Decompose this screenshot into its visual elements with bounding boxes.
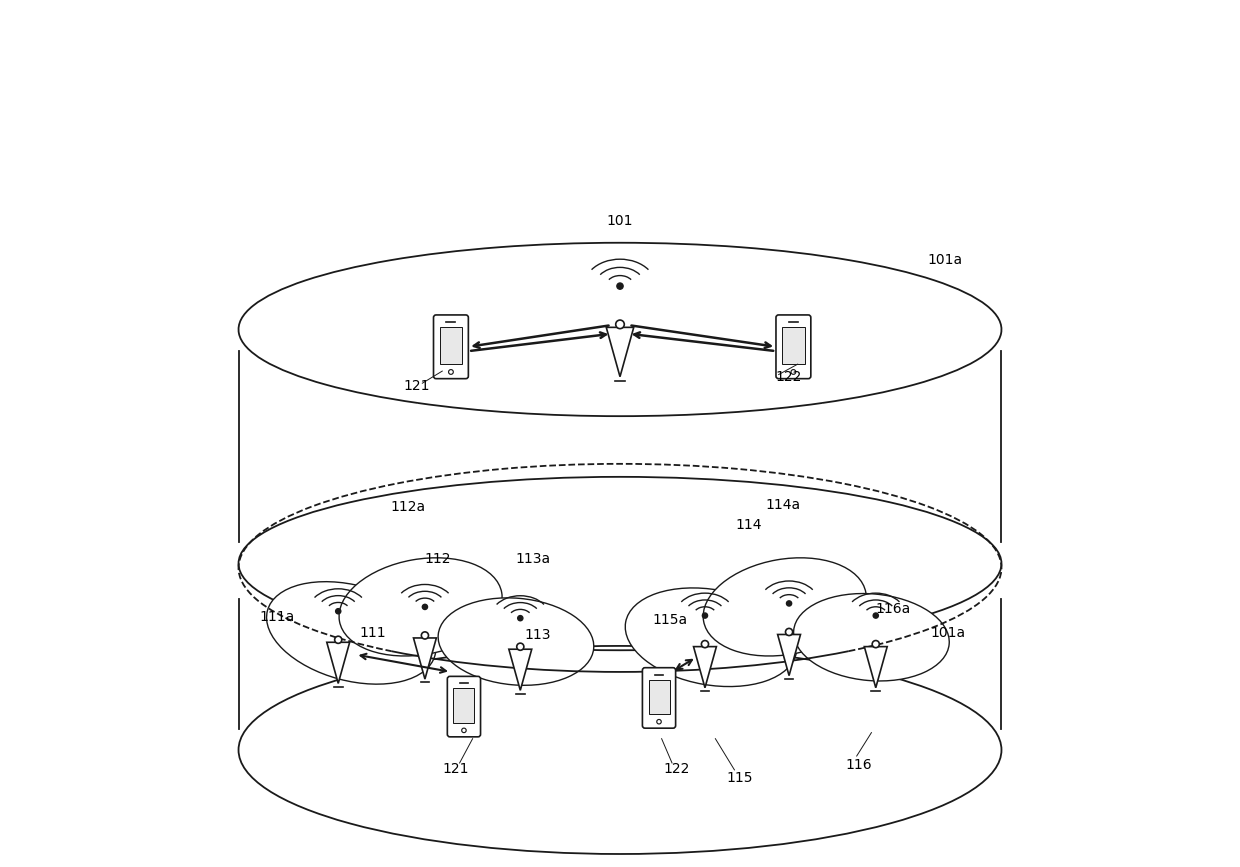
Polygon shape	[606, 328, 634, 376]
Polygon shape	[864, 647, 887, 688]
Text: 116: 116	[846, 758, 872, 772]
Circle shape	[616, 283, 624, 290]
FancyBboxPatch shape	[448, 676, 481, 737]
Ellipse shape	[438, 598, 594, 685]
Text: 121: 121	[441, 762, 469, 776]
Circle shape	[423, 604, 428, 610]
Ellipse shape	[703, 557, 867, 656]
Text: 122: 122	[776, 370, 802, 384]
FancyBboxPatch shape	[776, 315, 811, 379]
Circle shape	[422, 632, 429, 639]
FancyBboxPatch shape	[642, 668, 676, 728]
Text: 112a: 112a	[391, 500, 425, 514]
Circle shape	[616, 320, 624, 329]
Polygon shape	[327, 642, 350, 683]
Circle shape	[702, 641, 708, 648]
Polygon shape	[777, 635, 801, 675]
Bar	[649, 680, 670, 714]
Text: 115: 115	[727, 771, 753, 785]
Circle shape	[517, 643, 523, 650]
Ellipse shape	[625, 588, 797, 687]
Polygon shape	[508, 649, 532, 690]
Text: 113: 113	[525, 628, 551, 642]
Text: 114a: 114a	[765, 498, 801, 512]
Bar	[440, 328, 463, 364]
Polygon shape	[693, 647, 717, 688]
Text: 111a: 111a	[260, 610, 295, 624]
Circle shape	[517, 616, 523, 621]
Text: 101: 101	[606, 214, 634, 228]
Circle shape	[335, 636, 342, 643]
Ellipse shape	[794, 594, 950, 681]
Circle shape	[872, 641, 879, 648]
Text: 116a: 116a	[875, 602, 910, 616]
Text: 115a: 115a	[652, 613, 688, 627]
Circle shape	[336, 609, 341, 614]
Circle shape	[785, 629, 792, 636]
Circle shape	[786, 601, 791, 606]
Bar	[782, 328, 805, 364]
Ellipse shape	[267, 582, 436, 684]
Text: 111: 111	[360, 626, 386, 640]
Text: 101a: 101a	[928, 253, 962, 267]
Circle shape	[702, 613, 708, 618]
Ellipse shape	[339, 557, 502, 656]
Text: 101a: 101a	[930, 626, 965, 640]
Text: 121: 121	[403, 379, 429, 393]
Circle shape	[873, 613, 878, 618]
Bar	[454, 688, 475, 722]
FancyBboxPatch shape	[434, 315, 469, 379]
Text: 122: 122	[663, 762, 689, 776]
Text: 112: 112	[424, 552, 451, 566]
Text: 114: 114	[735, 518, 761, 531]
Text: 113a: 113a	[516, 552, 551, 566]
Polygon shape	[413, 638, 436, 679]
